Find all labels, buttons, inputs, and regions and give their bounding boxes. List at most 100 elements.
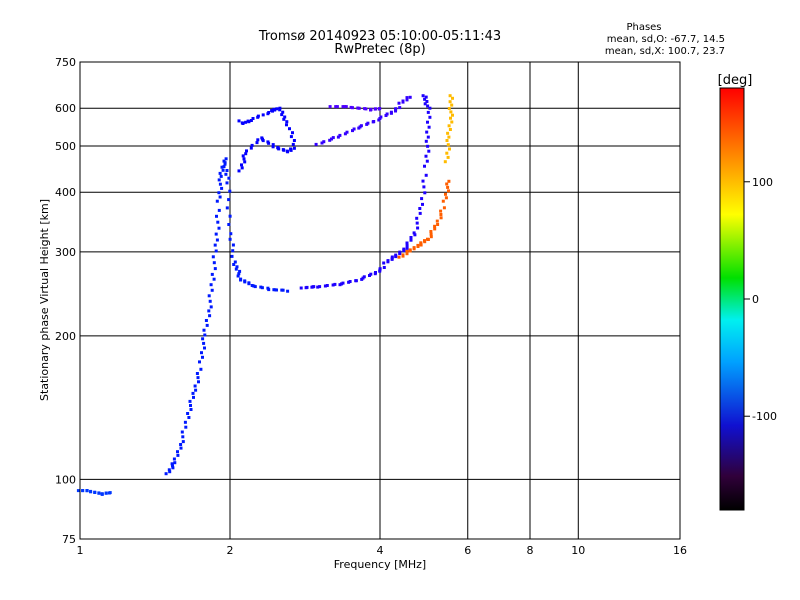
echo-point	[447, 124, 451, 128]
echo-point	[446, 143, 450, 147]
y-tick-label: 500	[55, 140, 76, 153]
echo-point	[208, 314, 212, 318]
echo-point	[401, 99, 405, 103]
echo-point	[181, 435, 185, 439]
echo-point	[271, 143, 275, 147]
echo-point	[343, 105, 347, 109]
echo-point	[426, 110, 430, 114]
colorbar-tick-label: 100	[752, 176, 773, 189]
echo-point	[439, 213, 443, 216]
echo-point	[423, 239, 426, 243]
echo-point	[320, 141, 324, 145]
echo-point	[173, 461, 177, 465]
chart-title: Tromsø 20140923 05:10:00-05:11:43	[258, 29, 501, 44]
echo-point	[446, 155, 450, 159]
echo-point	[451, 96, 454, 100]
echo-point	[366, 121, 370, 125]
echo-point	[328, 138, 332, 142]
echo-point	[325, 284, 329, 287]
echo-point	[451, 113, 454, 117]
echo-point	[203, 346, 206, 350]
echo-point	[433, 224, 437, 228]
echo-point	[259, 285, 263, 289]
echo-point	[237, 272, 241, 276]
echo-point	[343, 132, 347, 136]
echo-point	[184, 425, 188, 429]
echo-point	[429, 232, 433, 236]
y-tick-label: 750	[55, 56, 76, 69]
x-axis-ticks: 1 2 4 6 8 10 16	[77, 544, 688, 557]
echo-point	[97, 491, 101, 495]
echo-point	[243, 160, 247, 164]
echo-point	[191, 391, 195, 395]
echo-point	[211, 255, 215, 259]
echo-point	[291, 131, 294, 135]
echo-point	[359, 124, 363, 128]
echo-point	[216, 220, 220, 224]
echo-point	[351, 106, 354, 110]
echo-point	[256, 138, 260, 142]
echo-point	[412, 231, 416, 235]
echo-point	[412, 246, 416, 250]
echo-point	[378, 267, 382, 271]
echo-point	[409, 236, 413, 239]
echo-point	[210, 288, 214, 292]
echo-point	[218, 171, 222, 175]
echo-point	[416, 243, 420, 247]
echo-point	[240, 166, 244, 170]
echo-point	[179, 446, 183, 450]
echo-point	[382, 266, 386, 269]
echo-point	[447, 179, 451, 183]
echo-point	[420, 197, 424, 201]
echo-point	[242, 157, 246, 161]
echo-point	[415, 221, 419, 225]
echo-point	[193, 384, 197, 388]
phase-stats-o: mean, sd,O: -67.7, 14.5	[607, 34, 725, 45]
echo-point	[405, 249, 409, 253]
echo-point	[107, 491, 111, 495]
echo-point	[249, 146, 253, 150]
echo-point	[397, 255, 401, 259]
echo-point	[215, 199, 219, 203]
echo-point	[202, 328, 206, 332]
echo-point	[255, 141, 259, 145]
echo-point	[405, 246, 409, 250]
echo-point	[281, 110, 285, 114]
echo-point	[352, 127, 356, 131]
echo-point	[235, 265, 239, 269]
echo-point	[205, 323, 209, 327]
echo-point	[435, 219, 439, 223]
echo-point	[200, 351, 203, 355]
echo-point	[369, 272, 373, 276]
echo-point	[424, 173, 428, 177]
echo-point	[186, 412, 190, 415]
echo-point	[244, 120, 248, 124]
echo-point	[250, 143, 254, 147]
echo-point	[214, 232, 218, 236]
echo-point	[223, 161, 227, 165]
echo-point	[398, 106, 402, 110]
echo-point	[214, 249, 218, 253]
echo-point	[212, 261, 216, 265]
echo-point	[323, 284, 327, 288]
echo-point	[364, 107, 368, 111]
echo-point	[164, 472, 168, 476]
echo-point	[208, 299, 212, 303]
echo-point	[318, 285, 322, 289]
echo-point	[100, 492, 104, 496]
echo-point	[217, 208, 221, 212]
echo-point	[239, 278, 243, 282]
echo-point	[215, 214, 218, 218]
echo-point	[312, 285, 316, 289]
echo-point	[198, 360, 201, 364]
echo-point	[426, 144, 430, 148]
echo-point	[285, 120, 289, 124]
x-tick-label: 6	[464, 544, 471, 557]
echo-point	[81, 489, 85, 493]
echo-point	[331, 136, 335, 140]
echo-point	[389, 110, 393, 114]
y-tick-label: 300	[55, 246, 76, 259]
echo-point	[426, 104, 430, 108]
echo-point	[288, 127, 291, 131]
echo-point	[316, 285, 320, 289]
